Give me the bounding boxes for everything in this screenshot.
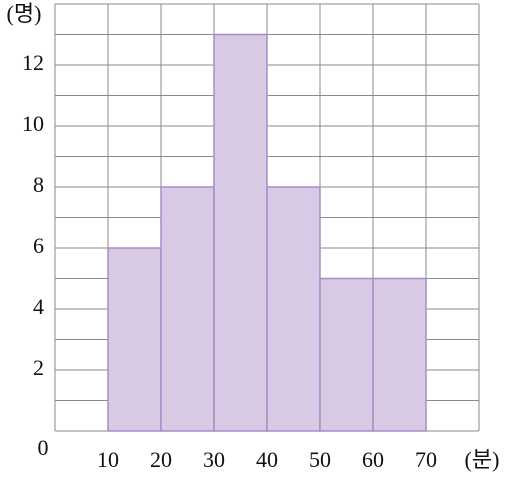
- y-tick-label: 8: [33, 172, 44, 197]
- x-axis-label: (분): [465, 447, 500, 472]
- bar: [160, 186, 215, 432]
- y-tick-label: 10: [22, 111, 44, 136]
- bar: [372, 277, 427, 432]
- x-tick-label: 70: [415, 447, 437, 472]
- x-tick-label: 50: [309, 447, 331, 472]
- y-tick-label: 6: [33, 233, 44, 258]
- bar: [107, 247, 162, 432]
- y-tick-label: 4: [33, 294, 44, 319]
- y-tick-label: 12: [22, 50, 44, 75]
- x-tick-label: 10: [97, 447, 119, 472]
- x-tick-label: 40: [256, 447, 278, 472]
- x-tick-label: 20: [150, 447, 172, 472]
- x-tick-label: 60: [362, 447, 384, 472]
- x-tick-label: 30: [203, 447, 225, 472]
- y-tick-label: 0: [38, 435, 49, 460]
- y-tick-label: 2: [33, 355, 44, 380]
- y-axis-label: (명): [7, 1, 42, 26]
- bar: [213, 33, 268, 432]
- bar: [319, 277, 374, 432]
- bar: [266, 186, 321, 432]
